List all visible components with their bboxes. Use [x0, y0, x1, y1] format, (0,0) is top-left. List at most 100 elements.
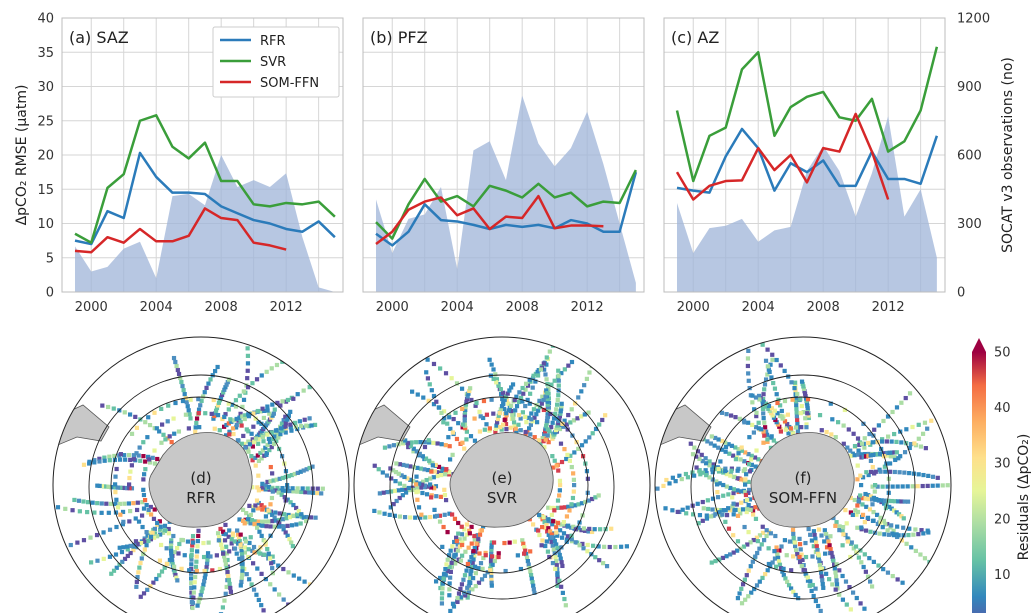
residual-cell: [730, 495, 735, 500]
residual-cell: [562, 367, 567, 372]
residual-cell: [770, 560, 775, 565]
residual-cell: [731, 512, 736, 517]
residual-cell: [285, 533, 290, 538]
residual-cell: [460, 553, 465, 558]
series-line-rfr: [676, 127, 939, 194]
residual-cell: [765, 568, 770, 573]
residual-cell: [550, 522, 555, 527]
residual-cell: [377, 491, 382, 496]
residual-cell: [841, 423, 846, 428]
residual-cell: [173, 359, 178, 365]
residual-cell: [859, 441, 865, 446]
residual-cell: [105, 404, 111, 410]
residual-cell: [430, 460, 435, 466]
residual-cell: [724, 412, 729, 417]
residual-cell: [785, 579, 790, 584]
residual-cell: [883, 469, 888, 474]
residual-cell: [923, 446, 928, 451]
residual-cell: [384, 473, 390, 478]
residual-cell: [792, 386, 797, 391]
residual-cell: [554, 542, 559, 547]
residual-cell: [211, 416, 216, 421]
residual-cell: [298, 423, 304, 429]
residual-cell: [569, 359, 575, 365]
residual-cell: [806, 415, 811, 421]
residual-cell: [564, 514, 570, 519]
residual-cell: [268, 502, 273, 507]
residual-cell: [222, 554, 227, 559]
residual-cell: [466, 590, 471, 595]
residual-cell: [125, 547, 130, 552]
residual-cell: [743, 492, 749, 498]
residual-cell: [471, 549, 476, 554]
residual-cell: [526, 415, 531, 420]
residual-cell: [253, 416, 258, 421]
residual-cell: [582, 412, 587, 417]
residual-cell: [428, 514, 433, 520]
residual-cell: [773, 533, 778, 539]
residual-cell: [180, 383, 185, 389]
residual-cell: [837, 524, 842, 529]
residual-cell: [692, 445, 697, 450]
residual-cell: [241, 518, 246, 523]
residual-cell: [173, 572, 178, 578]
residual-cell: [292, 420, 298, 425]
residual-cell: [148, 504, 153, 510]
residual-cell: [467, 576, 473, 581]
residual-cell: [861, 454, 866, 459]
residual-cell: [830, 417, 835, 422]
residual-cell: [767, 369, 772, 375]
residual-cell: [532, 435, 537, 440]
residual-cell: [259, 571, 264, 576]
residual-cell: [690, 452, 696, 457]
residual-cell: [555, 575, 560, 580]
residual-cell: [75, 540, 80, 545]
residual-cell: [127, 519, 132, 524]
residual-cell: [910, 424, 915, 430]
residual-cell: [834, 582, 840, 587]
residual-cell: [555, 423, 560, 428]
residual-cell: [280, 475, 285, 481]
residual-cell: [499, 427, 504, 432]
residual-cell: [775, 411, 780, 416]
residual-cell: [285, 486, 290, 491]
residual-cell: [489, 546, 494, 551]
residual-cell: [469, 554, 474, 560]
residual-cell: [779, 544, 784, 549]
residual-cell: [269, 430, 274, 435]
residual-cell: [762, 387, 767, 392]
residual-cell: [302, 417, 307, 422]
residual-cell: [881, 567, 886, 572]
residual-cell: [789, 380, 794, 385]
residual-cell: [545, 427, 550, 432]
residual-cell: [261, 415, 266, 421]
residual-cell: [285, 356, 290, 361]
residual-cell: [265, 442, 270, 448]
residual-cell: [514, 428, 519, 434]
residual-cell: [469, 397, 474, 403]
residual-cell: [226, 577, 232, 583]
residual-cell: [528, 569, 533, 574]
residual-cell: [205, 558, 210, 563]
residual-cell: [299, 512, 304, 517]
residual-cell: [145, 533, 150, 538]
residual-cell: [234, 416, 239, 422]
residual-cell: [487, 428, 492, 433]
residual-cell: [771, 438, 776, 443]
residual-cell: [892, 455, 897, 460]
residual-cell: [527, 377, 532, 382]
residual-cell: [572, 450, 577, 455]
residual-cell: [515, 553, 520, 558]
residual-cell: [863, 528, 869, 533]
residual-cell: [305, 486, 310, 491]
residual-cell: [685, 505, 690, 510]
residual-cell: [868, 458, 874, 463]
residual-cell: [790, 397, 795, 402]
residual-cell: [216, 538, 221, 543]
residual-cell: [723, 466, 728, 471]
residual-cell: [756, 393, 762, 398]
residual-cell: [268, 464, 273, 470]
residual-cell: [899, 499, 904, 504]
residual-cell: [735, 513, 741, 518]
residual-cell: [465, 585, 470, 590]
